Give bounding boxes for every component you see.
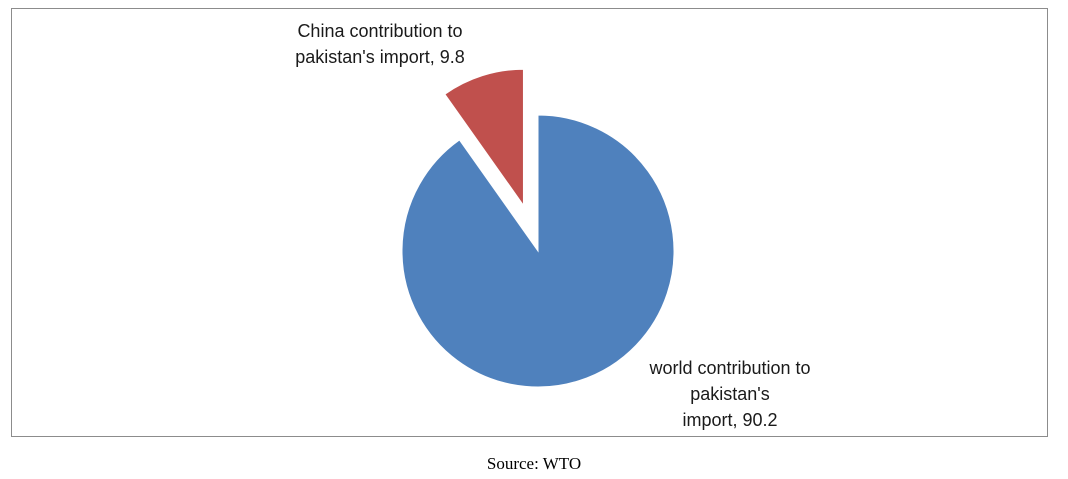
data-label-china: China contribution to pakistan's import,… xyxy=(295,21,465,67)
data-label-world: world contribution to pakistan's import,… xyxy=(649,358,811,430)
pie-slice-world xyxy=(401,114,675,388)
source-note: Source: WTO xyxy=(486,454,582,473)
pie-slice-china xyxy=(444,68,524,207)
